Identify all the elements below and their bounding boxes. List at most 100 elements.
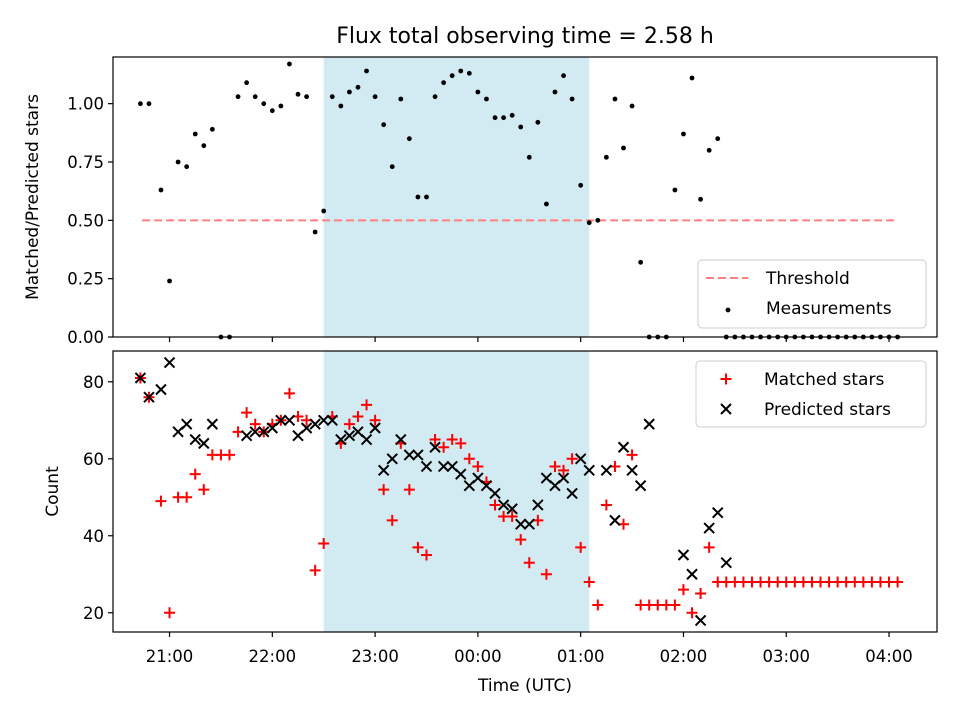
predicted-star-marker [437, 460, 450, 473]
matched-star-marker [283, 387, 295, 399]
predicted-star-marker [189, 433, 201, 446]
measurement-point [321, 208, 327, 214]
predicted-star-marker [403, 449, 416, 461]
measurement-point [389, 164, 395, 170]
predicted-star-marker [335, 433, 347, 446]
matched-star-marker [575, 541, 587, 553]
predicted-star-marker [429, 441, 441, 453]
measurement-point [184, 164, 190, 170]
measurement-point [201, 143, 207, 149]
y-tick-label: 60 [83, 450, 104, 469]
predicted-star-marker [515, 518, 527, 530]
x-axis-label: Time (UTC) [477, 676, 572, 696]
predicted-star-marker [155, 383, 167, 396]
measurement-point [603, 154, 609, 160]
matched-star-marker [309, 564, 321, 576]
matched-star-marker [489, 499, 501, 511]
predicted-star-marker [686, 568, 698, 580]
x-tick-label: 00:00 [454, 647, 502, 666]
measurement-point [175, 159, 181, 165]
predicted-star-marker [583, 464, 595, 477]
measurement-point [338, 103, 344, 109]
matched-star-marker [515, 534, 527, 546]
measurement-point [621, 145, 626, 151]
measurement-point [355, 84, 361, 90]
measurement-point [578, 182, 584, 188]
matched-star-marker [352, 410, 364, 422]
measurement-point [329, 94, 335, 100]
matched-star-marker [369, 414, 381, 426]
predicted-star-marker [626, 464, 638, 477]
x-tick-label: 01:00 [557, 647, 605, 666]
matched-star-marker [189, 468, 201, 480]
legend-label: Threshold [765, 269, 850, 289]
observing-span [323, 351, 590, 632]
matched-star-marker [420, 549, 432, 561]
predicted-star-marker [703, 522, 715, 534]
matched-star-marker [241, 407, 253, 419]
measurement-point [138, 101, 143, 107]
matched-star-marker [318, 537, 330, 549]
measurement-point [252, 94, 258, 100]
matched-star-marker [343, 418, 355, 430]
measurement-point [192, 131, 198, 137]
x-tick-label: 04:00 [865, 647, 913, 666]
measurement-point [347, 89, 352, 95]
matched-star-marker [155, 495, 167, 507]
predicted-star-marker [249, 426, 261, 438]
y-tick-label: 0.25 [67, 270, 104, 289]
matched-star-marker [412, 541, 424, 553]
matched-star-marker [429, 434, 441, 446]
top-panel: 0.00 0.25 0.50 0.75 1.00 Matched/Predicted s… [23, 56, 938, 347]
measurement-point [432, 94, 438, 100]
bottom-axes-frame [112, 350, 938, 633]
top-x-ticks [168, 337, 890, 342]
y-tick-label: 0.50 [67, 211, 104, 230]
matched-star-marker [592, 599, 604, 611]
predicted-star-marker [240, 429, 253, 442]
measurement-point [638, 259, 644, 265]
legend-label: Matched stars [764, 370, 884, 390]
predicted-star-marker [412, 449, 424, 461]
predicted-star-marker [634, 480, 647, 492]
measurement-point [569, 96, 575, 102]
measurement-point [449, 73, 455, 79]
measurement-point [158, 187, 164, 193]
matched-star-marker [558, 464, 570, 476]
predicted-star-marker [309, 418, 321, 430]
matched-star-marker [583, 576, 595, 588]
predicted-star-marker [343, 429, 356, 442]
measurement-point [526, 154, 532, 160]
predicted-star-marker [677, 549, 690, 561]
measurement-point [398, 96, 404, 102]
matched-star-marker [198, 484, 210, 496]
y-tick-label: 40 [83, 527, 104, 546]
bottom-y-axis-label: Count [43, 466, 63, 517]
measurement-point [406, 136, 412, 142]
top-y-ticks: 0.00 0.25 0.50 0.75 1.00 [67, 95, 113, 347]
predicted-star-marker [369, 422, 381, 434]
x-tick-label: 23:00 [351, 647, 399, 666]
measurement-point [295, 91, 301, 97]
y-tick-label: 1.00 [67, 95, 104, 114]
matched-star-marker [249, 418, 261, 430]
predicted-star-marker [283, 414, 296, 426]
measurement-point [672, 187, 678, 193]
matched-star-marker [892, 576, 904, 588]
predicted-star-marker [134, 372, 147, 384]
matched-star-marker [386, 514, 398, 526]
bottom-legend: Matched stars Predicted stars [695, 360, 927, 428]
legend-box [695, 360, 927, 428]
matched-star-marker [523, 557, 535, 569]
measurement-point [244, 80, 250, 86]
predicted-star-marker [326, 414, 338, 426]
predicted-star-marker [617, 441, 630, 453]
predicted-star-marker [143, 391, 155, 403]
legend-predicted-swatch [720, 403, 732, 415]
x-tick-label: 22:00 [249, 647, 297, 666]
predicted-star-marker [275, 414, 287, 426]
legend-box [697, 259, 927, 329]
predicted-star-marker [712, 506, 724, 519]
measurement-point [535, 119, 541, 125]
